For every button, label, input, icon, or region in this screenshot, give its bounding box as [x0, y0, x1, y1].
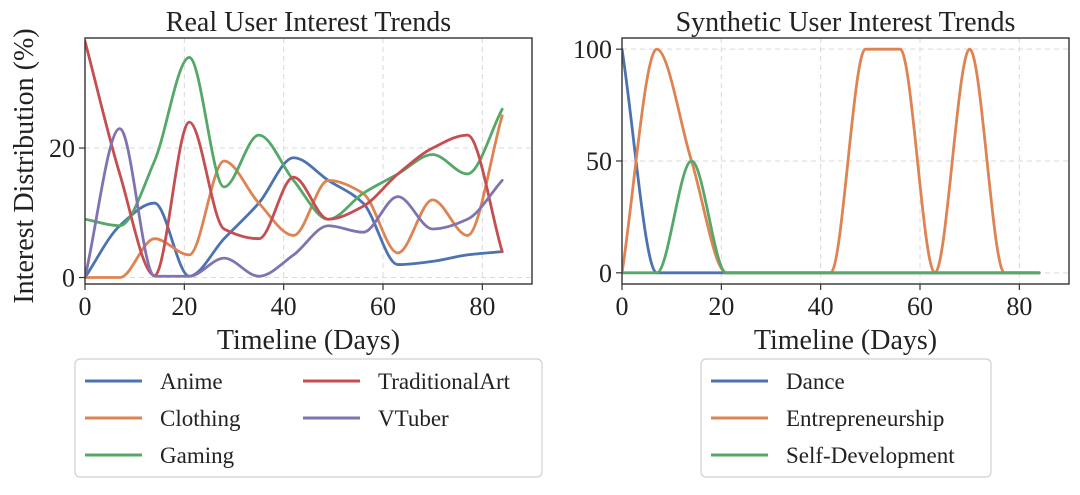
legend-item: Gaming — [85, 443, 235, 468]
legend-label: VTuber — [378, 406, 449, 431]
series-line-entrepreneurship — [622, 47, 1041, 275]
x-tick-label: 60 — [370, 292, 396, 321]
series-line-self-development — [622, 159, 1041, 275]
x-tick-label: 80 — [1006, 292, 1032, 321]
axes-frame — [84, 37, 533, 285]
x-tick-label: 20 — [171, 292, 197, 321]
legend-label: Anime — [160, 369, 223, 394]
legend-label: Entrepreneurship — [786, 406, 944, 431]
legend-label: Clothing — [160, 406, 241, 431]
legend: Anime Clothing Gaming TraditionalArt VTuber — [74, 358, 543, 478]
grid — [84, 38, 532, 284]
x-tick-label: 20 — [708, 292, 734, 321]
legend-item: VTuber — [303, 406, 449, 431]
x-tick-label: 80 — [469, 292, 495, 321]
x-tick-label: 60 — [907, 292, 933, 321]
chart-title: Real User Interest Trends — [166, 7, 451, 38]
chart-panel-1: 0 20 40 60 80 0 20 Real User Interest Trends Tim… — [9, 7, 543, 478]
chart-panel-2: 0 20 40 60 80 0 50 100 Synthetic User Interest T… — [573, 7, 1070, 478]
y-tick-label: 0 — [599, 259, 612, 288]
x-tick-label: 40 — [271, 292, 297, 321]
series-line-clothing — [85, 114, 504, 279]
legend-box — [700, 358, 992, 478]
y-tick-label: 100 — [573, 35, 612, 64]
y-ticks: 0 20 — [49, 134, 85, 293]
legend-item: Dance — [711, 369, 845, 394]
legend-label: Self-Development — [786, 443, 955, 468]
series-lines — [622, 47, 1041, 275]
y-tick-label: 50 — [586, 147, 612, 176]
legend-label: Dance — [786, 369, 845, 394]
x-ticks: 0 20 40 60 80 — [79, 284, 495, 321]
series-line-gaming — [85, 56, 504, 228]
series-line-anime — [85, 156, 504, 279]
y-tick-label: 20 — [49, 134, 75, 163]
legend-item: Entrepreneurship — [711, 406, 944, 431]
legend: Dance Entrepreneurship Self-Development — [700, 358, 992, 478]
legend-item: TraditionalArt — [303, 369, 511, 394]
legend-item: Anime — [85, 369, 223, 394]
y-tick-label: 0 — [62, 264, 75, 293]
legend-item: Clothing — [85, 406, 241, 431]
series-line-traditionalart — [85, 39, 504, 277]
legend-item: Self-Development — [711, 443, 955, 468]
x-tick-label: 0 — [616, 292, 629, 321]
legend-label: Gaming — [160, 443, 235, 468]
x-tick-label: 0 — [79, 292, 92, 321]
legend-label: TraditionalArt — [378, 369, 511, 394]
y-ticks: 0 50 100 — [573, 35, 622, 288]
x-axis-label: Timeline (Days) — [217, 325, 400, 356]
series-lines — [85, 39, 504, 279]
x-axis-label: Timeline (Days) — [754, 325, 937, 356]
chart-title: Synthetic User Interest Trends — [676, 7, 1016, 38]
series-line-vtuber — [85, 127, 504, 279]
x-ticks: 0 20 40 60 80 — [616, 284, 1032, 321]
y-axis-label: Interest Distribution (%) — [9, 28, 40, 303]
x-tick-label: 40 — [808, 292, 834, 321]
